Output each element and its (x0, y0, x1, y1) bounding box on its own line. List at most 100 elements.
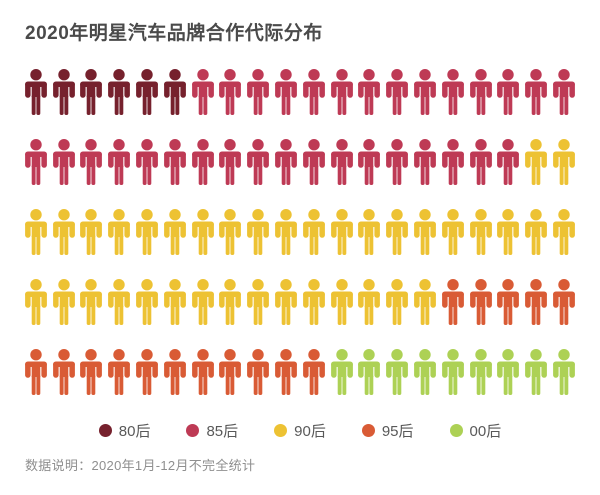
person-icon-95s (302, 349, 326, 395)
person-icon-90s (191, 209, 215, 255)
person-icon-95s (441, 279, 465, 325)
person-icon-90s (385, 279, 409, 325)
person-icon-85s (385, 69, 409, 115)
person-icon-85s (191, 69, 215, 115)
person-icon-85s (496, 69, 520, 115)
person-icon-90s (107, 279, 131, 325)
person-icon-00s (469, 349, 493, 395)
legend-label: 85后 (206, 423, 239, 440)
person-icon-85s (79, 139, 103, 185)
person-icon-00s (496, 349, 520, 395)
person-icon-95s (107, 349, 131, 395)
person-icon-85s (246, 139, 270, 185)
person-icon-85s (413, 139, 437, 185)
person-icon-90s (107, 209, 131, 255)
person-icon-90s (52, 209, 76, 255)
person-icon-90s (274, 279, 298, 325)
legend-item-90s: 90后 (274, 420, 326, 441)
person-icon-95s (52, 349, 76, 395)
person-icon-85s (413, 69, 437, 115)
person-icon-80s (107, 69, 131, 115)
person-icon-95s (218, 349, 242, 395)
person-icon-00s (552, 349, 576, 395)
person-icon-00s (441, 349, 465, 395)
person-icon-80s (163, 69, 187, 115)
person-icon-85s (163, 139, 187, 185)
person-icon-90s (163, 209, 187, 255)
legend-label: 00后 (469, 423, 502, 440)
chart-title: 2020年明星汽车品牌合作代际分布 (25, 23, 323, 44)
legend-dot-icon (449, 424, 463, 437)
legend-dot-icon (361, 424, 375, 437)
person-icon-95s (135, 349, 159, 395)
person-icon-85s (441, 69, 465, 115)
person-icon-90s (413, 279, 437, 325)
person-icon-90s (469, 209, 493, 255)
person-icon-85s (24, 139, 48, 185)
person-icon-90s (52, 279, 76, 325)
person-icon-90s (246, 279, 270, 325)
person-icon-90s (79, 279, 103, 325)
person-icon-85s (385, 139, 409, 185)
person-icon-85s (552, 69, 576, 115)
person-icon-90s (552, 139, 576, 185)
person-icon-90s (496, 209, 520, 255)
person-icon-90s (191, 279, 215, 325)
legend-dot-icon (186, 424, 200, 437)
person-icon-90s (524, 139, 548, 185)
data-note: 数据说明：2020年1月-12月不完全统计 (25, 458, 256, 473)
person-icon-90s (274, 209, 298, 255)
person-icon-85s (496, 139, 520, 185)
person-icon-90s (246, 209, 270, 255)
person-icon-95s (524, 279, 548, 325)
person-icon-90s (218, 209, 242, 255)
person-icon-85s (302, 139, 326, 185)
legend-item-00s: 00后 (449, 420, 502, 441)
person-icon-85s (330, 139, 354, 185)
person-icon-00s (413, 349, 437, 395)
pictogram-grid (22, 69, 578, 395)
person-icon-85s (274, 69, 298, 115)
person-icon-90s (330, 209, 354, 255)
person-icon-85s (135, 139, 159, 185)
person-icon-90s (24, 209, 48, 255)
legend-label: 95后 (381, 423, 414, 440)
person-icon-95s (496, 279, 520, 325)
person-icon-85s (441, 139, 465, 185)
person-icon-85s (524, 69, 548, 115)
person-icon-85s (218, 69, 242, 115)
person-icon-90s (302, 209, 326, 255)
legend-label: 90后 (294, 423, 326, 440)
person-icon-90s (441, 209, 465, 255)
person-icon-95s (191, 349, 215, 395)
person-icon-90s (79, 209, 103, 255)
person-icon-00s (357, 349, 381, 395)
person-icon-80s (24, 69, 48, 115)
person-icon-85s (469, 69, 493, 115)
legend-item-95s: 95后 (361, 420, 414, 441)
person-icon-90s (135, 209, 159, 255)
person-icon-90s (357, 279, 381, 325)
person-icon-95s (469, 279, 493, 325)
person-icon-90s (357, 209, 381, 255)
person-icon-95s (274, 349, 298, 395)
legend-dot-icon (274, 424, 288, 437)
legend-item-85s: 85后 (186, 420, 238, 441)
person-icon-85s (357, 139, 381, 185)
person-icon-95s (552, 279, 576, 325)
person-icon-85s (52, 139, 76, 185)
legend-item-80s: 80后 (98, 420, 150, 441)
legend: 80后 85后 90后 95后 00后 (0, 420, 600, 441)
person-icon-90s (218, 279, 242, 325)
person-icon-85s (218, 139, 242, 185)
legend-dot-icon (98, 424, 112, 437)
person-icon-85s (107, 139, 131, 185)
person-icon-85s (191, 139, 215, 185)
person-icon-85s (330, 69, 354, 115)
person-icon-00s (385, 349, 409, 395)
person-icon-85s (274, 139, 298, 185)
person-icon-85s (469, 139, 493, 185)
person-icon-90s (330, 279, 354, 325)
person-icon-85s (357, 69, 381, 115)
